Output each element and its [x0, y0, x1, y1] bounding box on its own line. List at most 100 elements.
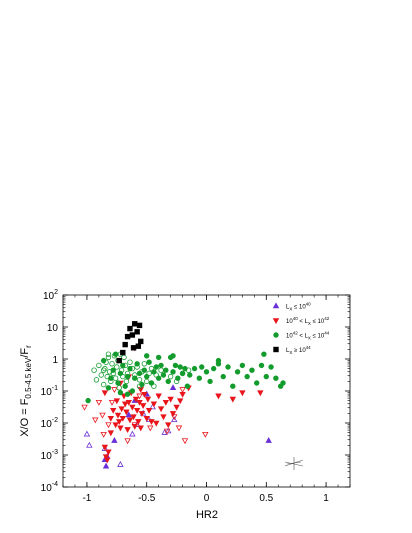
- data-point: [165, 378, 171, 385]
- data-point: [169, 384, 177, 391]
- data-point-open: [100, 381, 107, 388]
- data-point-open: [175, 425, 183, 432]
- data-point: [150, 401, 158, 408]
- svg-text:X/O = F0.5-4.5 keV/Fr: X/O = F0.5-4.5 keV/Fr: [19, 345, 33, 437]
- data-point: [167, 396, 174, 403]
- data-point: [210, 365, 217, 372]
- data-point: [136, 370, 143, 377]
- data-point: [134, 361, 140, 367]
- data-point-open: [123, 378, 130, 385]
- data-point: [136, 322, 143, 329]
- data-point: [122, 341, 128, 348]
- y-tick-label: 10-1: [41, 385, 58, 398]
- data-point: [125, 399, 132, 406]
- data-point-open: [105, 354, 112, 361]
- data-point: [158, 362, 164, 369]
- x-tick-label: -1: [82, 493, 91, 504]
- data-point: [144, 353, 150, 359]
- y-tick-label: 10: [47, 323, 59, 334]
- data-point: [230, 383, 236, 389]
- data-point: [107, 430, 115, 437]
- data-point: [141, 367, 148, 373]
- data-point: [135, 343, 142, 349]
- data-point: [124, 391, 131, 397]
- data-point: [105, 449, 112, 456]
- data-point: [234, 369, 241, 375]
- data-point: [176, 398, 184, 405]
- data-point: [117, 389, 124, 396]
- data-point: [100, 357, 107, 364]
- legend-marker: [273, 332, 279, 338]
- data-point: [144, 396, 152, 403]
- data-point: [172, 362, 179, 369]
- data-point: [110, 407, 117, 414]
- data-point: [175, 375, 181, 381]
- legend-label: 1040 < LX ≤ 1042: [286, 316, 330, 326]
- data-point: [132, 396, 140, 403]
- x-tick-label: -0.5: [138, 493, 156, 504]
- data-point: [182, 365, 188, 372]
- data-point: [244, 373, 250, 380]
- data-point-open: [93, 377, 100, 383]
- data-point-open: [116, 385, 122, 391]
- data-point: [273, 375, 279, 381]
- data-point: [254, 380, 260, 386]
- data-point: [155, 393, 162, 400]
- data-point-open: [202, 431, 209, 438]
- y-axis-title: X/O = F0.5-4.5 keV/Fr: [19, 345, 33, 437]
- data-point: [120, 362, 126, 369]
- data-point: [111, 437, 118, 443]
- legend-marker: [273, 346, 279, 353]
- data-point: [143, 415, 150, 422]
- data-point: [127, 365, 133, 372]
- y-tick-label: 1: [52, 355, 58, 366]
- data-point: [163, 367, 169, 373]
- data-point: [160, 372, 167, 378]
- data-point: [153, 420, 160, 427]
- data-point: [130, 414, 137, 421]
- data-point: [112, 351, 119, 357]
- data-point: [196, 375, 203, 381]
- data-point: [169, 411, 177, 417]
- error-bar-symbol: [284, 457, 304, 470]
- data-point: [101, 390, 109, 397]
- data-point: [137, 425, 144, 432]
- data-point: [177, 364, 183, 370]
- data-point: [138, 338, 144, 345]
- data-point: [141, 391, 148, 398]
- data-point-open: [163, 428, 171, 435]
- data-point: [170, 353, 176, 359]
- data-point: [123, 409, 130, 416]
- data-point: [203, 369, 210, 375]
- data-point-open: [171, 416, 178, 423]
- x-axis-title: HR2: [196, 509, 218, 521]
- data-point: [157, 406, 165, 413]
- data-point: [258, 362, 265, 369]
- data-point: [85, 397, 91, 404]
- data-point: [179, 370, 186, 377]
- data-point: [144, 373, 150, 380]
- data-point: [112, 422, 119, 429]
- data-point-open: [96, 362, 102, 369]
- data-point: [102, 454, 110, 461]
- data-point: [239, 362, 246, 369]
- x-tick-label: 1: [323, 493, 329, 504]
- data-point: [121, 401, 129, 408]
- data-point: [114, 412, 122, 419]
- legend: LX ≤ 1040 1040 < LX ≤ 1042 1042 < LX ≤ 104…: [272, 302, 330, 355]
- data-point: [239, 390, 246, 397]
- data-point: [215, 357, 222, 364]
- data-point: [132, 375, 138, 381]
- y-tick-label: 10-4: [41, 481, 58, 494]
- data-point-open: [102, 365, 108, 372]
- y-tick-label: 102: [43, 289, 58, 302]
- data-point: [110, 367, 116, 373]
- data-point: [102, 462, 110, 469]
- data-point-open: [167, 373, 174, 380]
- y-tick-label: 10-3: [41, 449, 58, 462]
- axes: -1 -0.5 0 0.5 1 10-4 10-3 10-2 10-1 1 10 102: [41, 289, 351, 504]
- data-point: [268, 364, 274, 370]
- legend-label: LX ≤ 1040: [286, 302, 311, 312]
